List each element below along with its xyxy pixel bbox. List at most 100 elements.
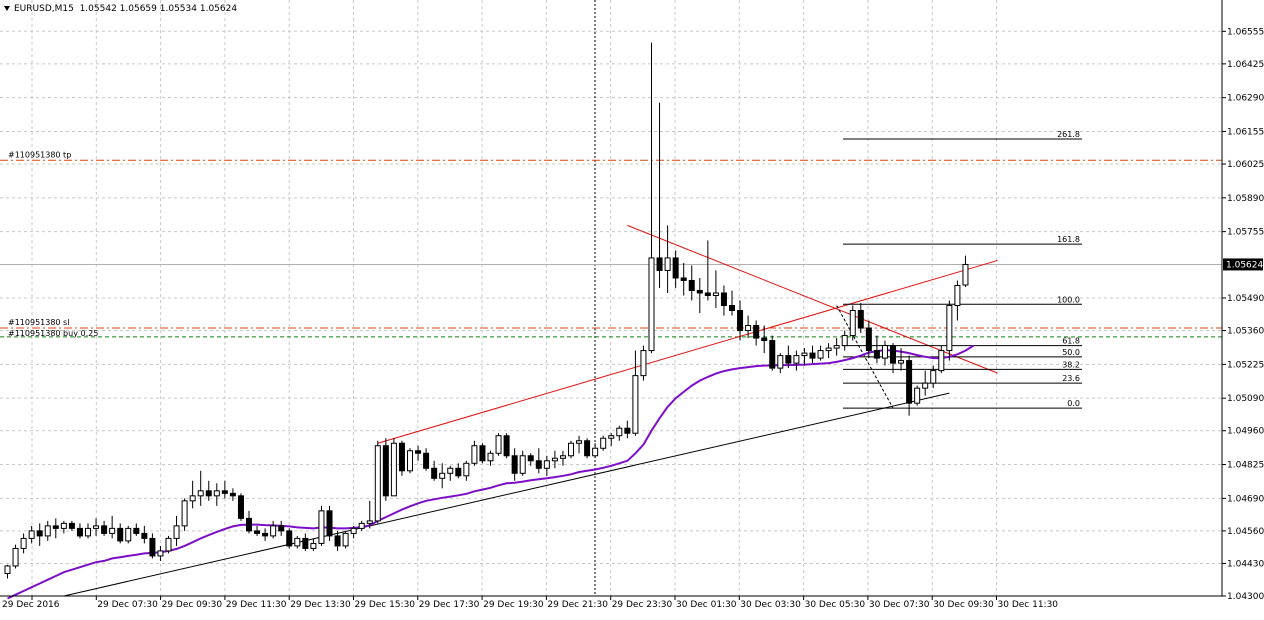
trendline [63,392,950,597]
candle [254,525,261,536]
candle-body [471,445,478,464]
candle [833,338,840,356]
candle [270,520,277,539]
candle [382,438,389,501]
candle [592,443,599,459]
candle [898,348,905,371]
x-tick-label: 30 Dec 07:30 [869,600,930,610]
x-tick-label: 29 Dec 2016 [2,600,60,610]
candle-body [777,355,784,369]
candle-body [463,462,470,477]
candle [173,515,180,546]
candle [141,525,148,544]
x-tick-label: 30 Dec 03:30 [740,600,801,610]
candle-body [592,447,599,457]
candle [479,443,486,464]
candles [4,42,969,579]
candle [640,345,647,381]
candle [423,448,430,471]
candle-body [157,550,164,557]
candle-body [922,382,929,389]
fibo-level-label: 100.0 [1057,295,1080,304]
candle [60,520,67,534]
candle [648,42,655,354]
candle-body [117,527,124,542]
x-tick-label: 29 Dec 09:30 [162,600,223,610]
candle [390,438,397,497]
y-tick-label: 1.04960 [1227,427,1264,437]
candle [149,533,156,559]
candle-body [278,525,285,532]
candle [704,240,711,301]
candle-body [262,532,269,537]
candle-body [503,435,510,457]
candle [68,520,75,531]
candle-body [865,327,872,352]
candle [52,518,59,539]
candle [334,530,341,551]
fibo-level-label: 23.6 [1062,374,1080,383]
candle [865,320,872,359]
candle [938,345,945,374]
candle-body [954,284,961,307]
candle [696,277,703,314]
candle [873,335,880,364]
candle-body [93,525,100,529]
candle-body [20,537,27,549]
candle-body [36,530,43,537]
candle [326,505,333,541]
candle [125,525,132,544]
y-tick-label: 1.05090 [1227,394,1264,404]
candle-body [930,370,937,384]
candle-body [149,537,156,557]
candle [197,470,204,506]
candle-body [680,277,687,281]
open-value: 1.05542 [79,4,117,14]
candle-body [543,460,550,469]
x-tick-label: 30 Dec 09:30 [933,600,994,610]
candle-body [938,350,945,372]
candle [189,480,196,509]
candle [407,448,413,474]
candle [608,433,615,446]
x-tick-label: 29 Dec 13:30 [290,600,351,610]
candle-body [286,530,293,547]
candle-body [769,340,776,369]
candle-body [817,350,824,359]
candle-body [28,530,35,539]
candle [801,348,808,366]
order-lines: #110951380 tp #110951380 sl #110951380 buy… [0,150,1222,338]
candle-body [133,527,140,534]
candle-body [407,450,413,472]
candle-body [342,532,349,547]
candle [221,480,228,499]
plot-area[interactable] [0,0,1222,596]
candle [503,433,510,459]
candle [310,538,317,551]
candle [20,533,27,554]
candle [28,525,35,544]
candle [487,450,494,466]
y-tick-label: 1.04300 [1227,592,1264,602]
candle [849,305,856,341]
candle-body [962,263,969,286]
candle-body [616,427,623,437]
candle-body [632,375,639,434]
fibo-level-label: 0.0 [1067,399,1080,408]
candle [656,102,663,288]
candle-body [237,495,244,519]
candle-body [68,522,75,529]
candle [584,438,591,459]
fibo-swing-line [836,305,894,409]
candle-body [173,525,180,539]
triangle-down-icon[interactable] [4,6,10,11]
candle-body [898,360,905,364]
candle-body [455,467,462,477]
candle [559,450,566,466]
candle-body [366,520,373,524]
candle [471,440,478,466]
candle [672,250,679,288]
